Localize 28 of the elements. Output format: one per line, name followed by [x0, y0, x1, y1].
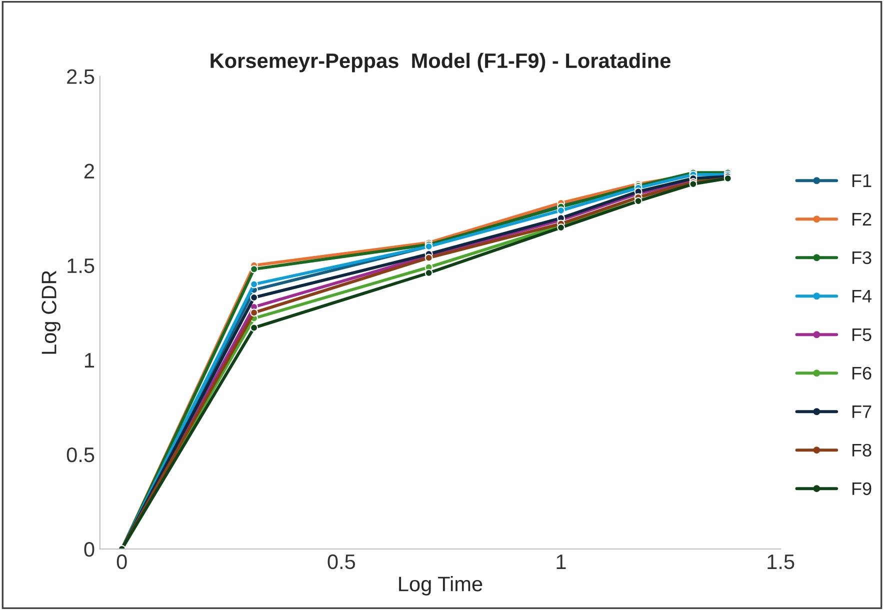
- legend-label: F1: [852, 174, 872, 187]
- legend-label: F8: [852, 444, 872, 457]
- legend-label: F3: [852, 251, 872, 264]
- point: [424, 268, 433, 277]
- x-tick-label: 1.5: [768, 554, 794, 570]
- legend-label: F2: [852, 212, 872, 226]
- y-tick-label: 0: [84, 542, 94, 557]
- legend-label: F7: [852, 406, 872, 418]
- y-axis-title: Log CDR: [42, 270, 61, 354]
- x-axis-title: Log Time: [399, 576, 482, 596]
- chart-title: Korsemeyr-Peppas Model (F1-F9) - Loratadine: [210, 52, 670, 72]
- y-tick-label: 1.5: [68, 258, 94, 274]
- y-tick-label: 2: [84, 164, 94, 178]
- point: [250, 324, 258, 332]
- point: [250, 308, 258, 317]
- point: [250, 265, 258, 274]
- legend-label: F4: [852, 290, 872, 302]
- x-tick-label: 1: [556, 554, 566, 569]
- y-tick-label: 1: [85, 353, 94, 368]
- x-tick-label: 0: [116, 554, 127, 570]
- point: [250, 294, 258, 302]
- legend-label: F5: [852, 328, 872, 342]
- point: [250, 280, 258, 288]
- legend-label: F9: [852, 482, 872, 496]
- y-tick-label: 2.5: [67, 69, 94, 84]
- y-tick-label: 0.5: [66, 447, 94, 462]
- legend-label: F6: [852, 366, 872, 380]
- x-tick-label: 0.5: [328, 554, 356, 570]
